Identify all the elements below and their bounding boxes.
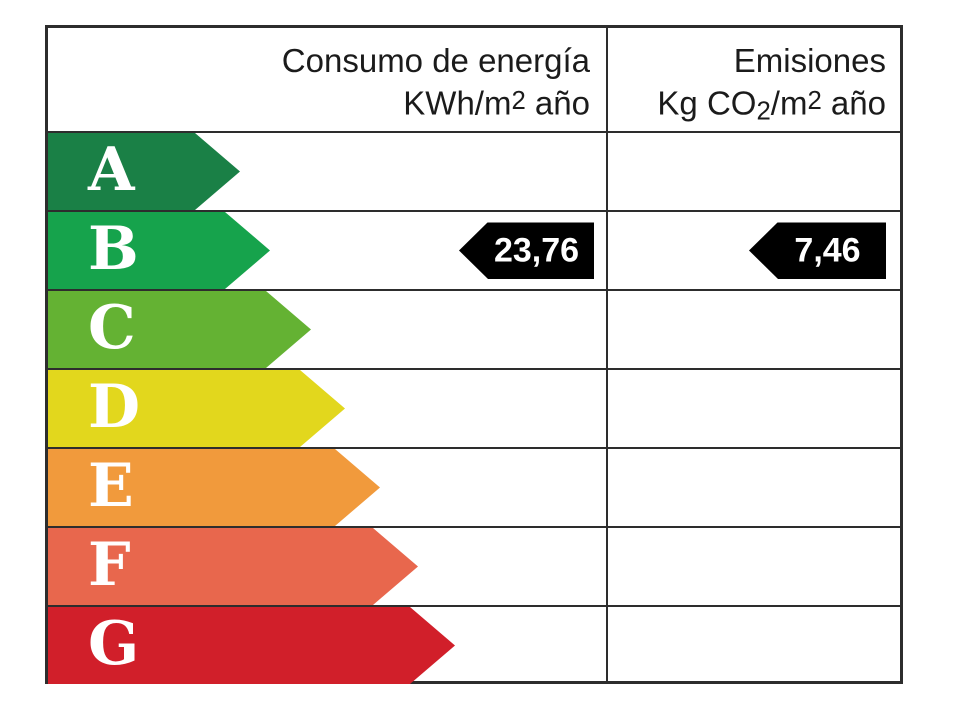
emissions-cell-a (606, 133, 900, 210)
rating-row-c: C (48, 289, 900, 368)
rating-bar-d: D (48, 370, 345, 447)
superscript-2: 2 (807, 87, 822, 115)
rating-bar-f: F (48, 528, 418, 605)
rating-letter-b: B (88, 213, 139, 284)
rating-table: Consumo de energía KWh/m2 año Emisiones … (45, 25, 903, 684)
table-header: Consumo de energía KWh/m2 año Emisiones … (48, 28, 900, 131)
rating-letter-c: C (88, 292, 136, 363)
rating-letter-d: D (88, 371, 141, 442)
rating-row-d: D (48, 368, 900, 447)
rating-bar-e: E (48, 449, 380, 526)
rating-row-a: A (48, 131, 900, 210)
rating-row-f: F (48, 526, 900, 605)
emissions-cell-d (606, 370, 900, 447)
rating-letter-e: E (88, 450, 134, 521)
consumption-value-badge: 23,76 (459, 222, 594, 279)
rating-letter-f: F (88, 529, 131, 600)
rating-bar-g: G (48, 607, 455, 684)
emissions-cell-f (606, 528, 900, 605)
consumption-column-header: Consumo de energía KWh/m2 año (48, 28, 606, 131)
emissions-header-title: Emisiones (733, 42, 886, 79)
rating-bar-b: B (48, 212, 270, 289)
rating-row-e: E (48, 447, 900, 526)
rating-row-b: B 23,76 7,46 (48, 210, 900, 289)
consumption-header-title: Consumo de energía (281, 42, 590, 79)
emissions-cell-c (606, 291, 900, 368)
consumption-header-units: KWh/m2 año (403, 84, 590, 122)
emissions-header-units: Kg CO2/m2 año (657, 84, 886, 126)
emissions-value: 7,46 (794, 231, 861, 269)
rating-bar-a: A (48, 133, 240, 210)
emissions-cell-e (606, 449, 900, 526)
rating-letter-g: G (88, 608, 140, 679)
emissions-cell-b: 7,46 (606, 212, 900, 289)
subscript-2: 2 (756, 97, 771, 126)
superscript-2: 2 (511, 87, 526, 115)
rating-letter-a: A (88, 134, 135, 205)
emissions-cell-g (606, 607, 900, 684)
emissions-column-header: Emisiones Kg CO2/m2 año (606, 28, 900, 131)
emissions-value-badge: 7,46 (749, 222, 886, 279)
rating-row-g: G (48, 605, 900, 684)
consumption-value: 23,76 (493, 231, 580, 269)
rating-bar-c: C (48, 291, 311, 368)
